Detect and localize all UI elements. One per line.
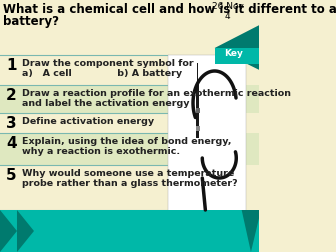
Text: Key: Key bbox=[224, 49, 243, 58]
Text: 1: 1 bbox=[6, 58, 17, 73]
Text: battery?: battery? bbox=[3, 15, 59, 28]
Polygon shape bbox=[0, 210, 17, 252]
Bar bbox=[0, 85, 259, 113]
Polygon shape bbox=[242, 210, 261, 252]
Text: Why would someone use a temperature
probe rather than a glass thermometer?: Why would someone use a temperature prob… bbox=[22, 169, 237, 188]
Bar bbox=[0, 55, 259, 85]
Bar bbox=[168, 55, 246, 215]
Bar bbox=[197, 63, 198, 85]
Text: 2: 2 bbox=[6, 88, 17, 103]
Text: 26 Nov
4: 26 Nov 4 bbox=[212, 2, 243, 21]
Text: Define activation energy: Define activation energy bbox=[22, 117, 154, 126]
Text: Draw a reaction profile for an exothermic reaction
and label the activation ener: Draw a reaction profile for an exothermi… bbox=[22, 89, 291, 108]
Text: What is a chemical cell and how is it different to a: What is a chemical cell and how is it di… bbox=[3, 3, 336, 16]
Bar bbox=[0, 165, 259, 210]
Bar bbox=[196, 126, 200, 131]
Bar bbox=[0, 133, 259, 165]
Polygon shape bbox=[215, 25, 259, 70]
Polygon shape bbox=[17, 210, 34, 252]
Bar bbox=[215, 48, 259, 64]
Text: 5: 5 bbox=[6, 168, 17, 183]
Bar bbox=[197, 83, 199, 138]
Bar bbox=[196, 108, 200, 113]
Bar bbox=[0, 210, 259, 252]
Text: 4: 4 bbox=[6, 136, 17, 151]
Text: 3: 3 bbox=[6, 116, 17, 131]
Text: Draw the component symbol for
a)   A cell              b) A battery: Draw the component symbol for a) A cell … bbox=[22, 59, 193, 78]
Bar bbox=[0, 113, 259, 133]
Text: Explain, using the idea of bond energy,
why a reaction is exothermic.: Explain, using the idea of bond energy, … bbox=[22, 137, 231, 156]
